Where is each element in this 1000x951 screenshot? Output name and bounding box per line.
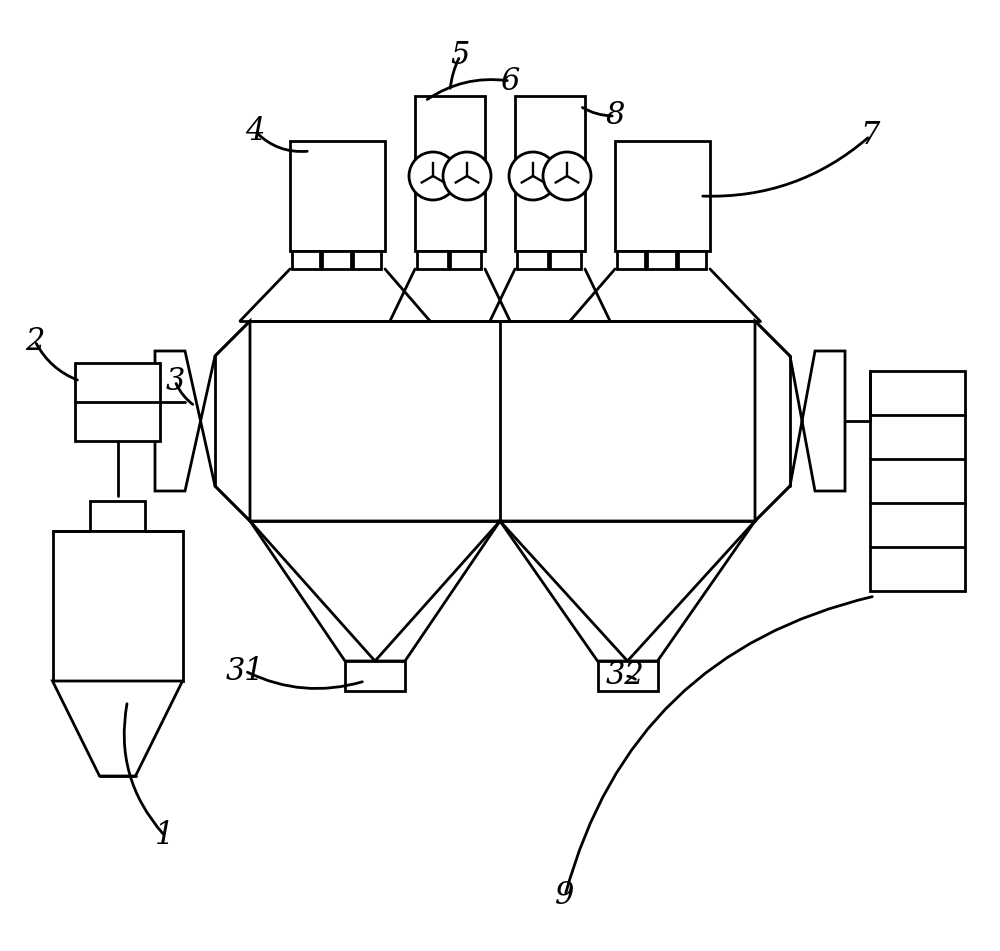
Bar — [598, 661, 658, 691]
Bar — [290, 141, 385, 251]
Circle shape — [509, 152, 557, 200]
Bar — [870, 371, 965, 591]
Bar — [515, 96, 585, 251]
Bar — [647, 251, 676, 269]
Text: 7: 7 — [860, 121, 880, 151]
Bar — [617, 251, 645, 269]
Text: 32: 32 — [606, 661, 644, 691]
Polygon shape — [755, 321, 845, 521]
Text: 2: 2 — [25, 325, 45, 357]
Bar — [322, 251, 351, 269]
Text: 3: 3 — [165, 365, 185, 397]
Circle shape — [409, 152, 457, 200]
Circle shape — [443, 152, 491, 200]
Text: 5: 5 — [450, 41, 470, 71]
Polygon shape — [155, 321, 250, 521]
Bar — [450, 251, 481, 269]
Bar — [75, 363, 160, 441]
Bar — [353, 251, 381, 269]
Circle shape — [543, 152, 591, 200]
Bar — [550, 251, 581, 269]
Text: 1: 1 — [155, 821, 175, 851]
Bar — [52, 531, 182, 681]
Bar — [90, 501, 145, 531]
Text: 8: 8 — [605, 101, 625, 131]
Bar — [415, 96, 485, 251]
Bar — [517, 251, 548, 269]
Bar — [417, 251, 448, 269]
Text: 4: 4 — [245, 115, 265, 146]
Polygon shape — [250, 521, 500, 661]
Polygon shape — [500, 521, 755, 661]
Bar — [345, 661, 405, 691]
Bar — [292, 251, 320, 269]
Bar — [615, 141, 710, 251]
Polygon shape — [52, 681, 182, 776]
Text: 9: 9 — [555, 881, 575, 911]
Bar — [678, 251, 706, 269]
Text: 31: 31 — [226, 655, 264, 687]
Text: 6: 6 — [500, 66, 520, 96]
